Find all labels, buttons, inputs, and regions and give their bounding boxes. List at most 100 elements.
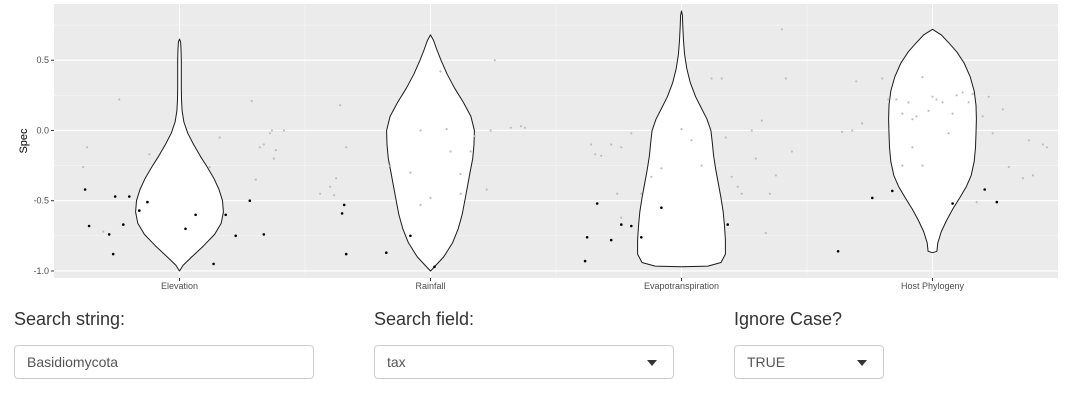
data-point [87, 224, 91, 228]
data-point [750, 129, 753, 132]
violin-chart: -1.0 -0.5 0.0 0.5 Elevation Rainfall Evapotra… [18, 4, 1058, 291]
x-tick-label: Rainfall [415, 281, 445, 291]
data-point [620, 216, 623, 219]
search-field-label: Search field: [374, 309, 475, 329]
data-point [754, 157, 757, 160]
data-point [118, 98, 121, 101]
data-point [1031, 174, 1034, 177]
grid-minor [54, 4, 1058, 278]
search-field-select[interactable]: tax [374, 345, 674, 379]
y-tick-label: -1.0 [33, 266, 49, 276]
data-point [887, 98, 890, 101]
data-point [433, 265, 436, 269]
x-tick-label: Host Phylogeny [901, 281, 965, 291]
data-point [1045, 146, 1049, 149]
data-point [620, 223, 623, 226]
data-point [955, 94, 958, 97]
points-layer [82, 28, 1049, 269]
data-point [726, 223, 729, 226]
ignore-case-value: TRUE [747, 354, 786, 370]
data-point [987, 95, 990, 98]
data-point [274, 149, 277, 152]
data-point [740, 192, 743, 195]
data-point [409, 234, 412, 238]
data-point [148, 153, 151, 156]
data-point [609, 238, 613, 242]
data-point [83, 188, 87, 191]
data-point [851, 129, 854, 132]
search-string-input[interactable]: Basidiomycota [14, 345, 314, 379]
data-point [218, 136, 221, 139]
x-tick-label: Elevation [161, 281, 198, 291]
data-point [861, 122, 864, 125]
data-point [282, 129, 285, 132]
data-point [254, 178, 257, 181]
data-point [927, 109, 930, 112]
data-point [340, 212, 344, 215]
data-point [871, 196, 874, 200]
data-point [595, 202, 599, 205]
data-point [640, 192, 643, 195]
data-point [901, 112, 904, 115]
data-point [583, 259, 587, 263]
data-point [981, 115, 984, 118]
data-point [493, 59, 496, 62]
data-point [594, 153, 597, 156]
data-point [947, 132, 950, 135]
ignore-case-control: Ignore Case? TRUE [734, 308, 884, 379]
data-point [459, 192, 462, 195]
data-point [616, 192, 619, 195]
violin-elevation [135, 38, 224, 272]
data-point [901, 164, 904, 167]
data-point [911, 146, 914, 149]
data-point [935, 98, 938, 101]
data-point [891, 189, 894, 193]
data-point [86, 146, 89, 149]
data-point [445, 128, 448, 131]
data-point [329, 185, 332, 188]
data-point [385, 251, 388, 254]
data-point [248, 199, 252, 202]
violins-layer [135, 10, 977, 272]
data-point [995, 200, 999, 204]
data-point [951, 202, 954, 205]
data-point [780, 28, 784, 31]
data-point [991, 132, 994, 135]
data-point [272, 157, 275, 160]
data-point [724, 136, 727, 139]
data-point [82, 165, 85, 169]
data-point [836, 250, 840, 253]
ignore-case-label: Ignore Case? [734, 309, 843, 329]
data-point [459, 172, 462, 176]
data-point [630, 224, 633, 228]
data-point [915, 115, 918, 118]
data-point [122, 223, 125, 226]
data-point [212, 262, 215, 266]
violin-host-phylogeny [888, 28, 977, 254]
data-point [345, 146, 348, 149]
search-field-control: Search field: tax [374, 308, 674, 379]
data-point [319, 192, 322, 195]
data-point [234, 234, 237, 238]
data-point [439, 70, 442, 73]
data-point [1001, 108, 1004, 111]
data-point [409, 171, 412, 174]
data-point [911, 118, 914, 121]
data-point [1021, 177, 1024, 180]
data-point [907, 101, 910, 104]
data-point [1007, 165, 1010, 169]
data-point [268, 132, 271, 135]
data-point [736, 185, 739, 188]
data-point [941, 101, 944, 104]
data-point [881, 77, 884, 80]
chevron-down-icon [857, 360, 867, 366]
data-point [660, 206, 663, 209]
data-point [855, 80, 858, 83]
data-point [208, 165, 211, 169]
data-point [931, 95, 934, 98]
data-point [680, 128, 683, 131]
ignore-case-select[interactable]: TRUE [734, 345, 884, 379]
data-point [1027, 139, 1030, 142]
data-point [111, 252, 115, 256]
data-point [449, 150, 452, 153]
